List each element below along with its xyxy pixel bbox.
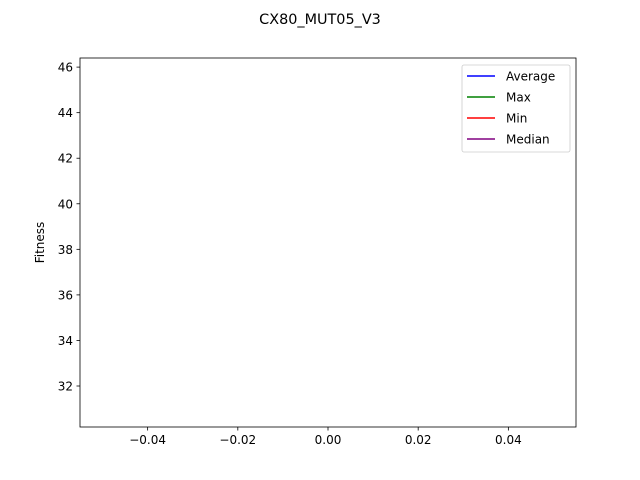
x-tick-label: −0.04	[129, 433, 166, 447]
y-axis: 32 34 36 38 40 42 44 46	[58, 61, 80, 394]
legend: Average Max Min Median	[461, 64, 571, 153]
y-tick-label: 40	[58, 197, 73, 211]
y-axis-label: Fitness	[33, 222, 47, 264]
legend-frame	[461, 64, 571, 153]
legend-label: Average	[506, 70, 555, 84]
x-axis: −0.04 −0.02 0.00 0.02 0.04	[129, 427, 522, 447]
y-tick-label: 46	[58, 61, 73, 75]
y-tick-label: 44	[58, 106, 73, 120]
chart-title: CX80_MUT05_V3	[259, 12, 381, 28]
legend-label: Max	[506, 91, 531, 105]
y-tick-label: 32	[58, 380, 73, 394]
x-tick-label: −0.02	[219, 433, 256, 447]
legend-label: Min	[506, 112, 527, 126]
y-tick-label: 42	[58, 152, 73, 166]
x-tick-label: 0.02	[405, 433, 432, 447]
y-tick-label: 38	[58, 243, 73, 257]
legend-label: Median	[506, 133, 550, 147]
y-tick-label: 34	[58, 334, 73, 348]
x-tick-label: 0.04	[495, 433, 522, 447]
y-tick-label: 36	[58, 288, 73, 302]
x-tick-label: 0.00	[315, 433, 342, 447]
